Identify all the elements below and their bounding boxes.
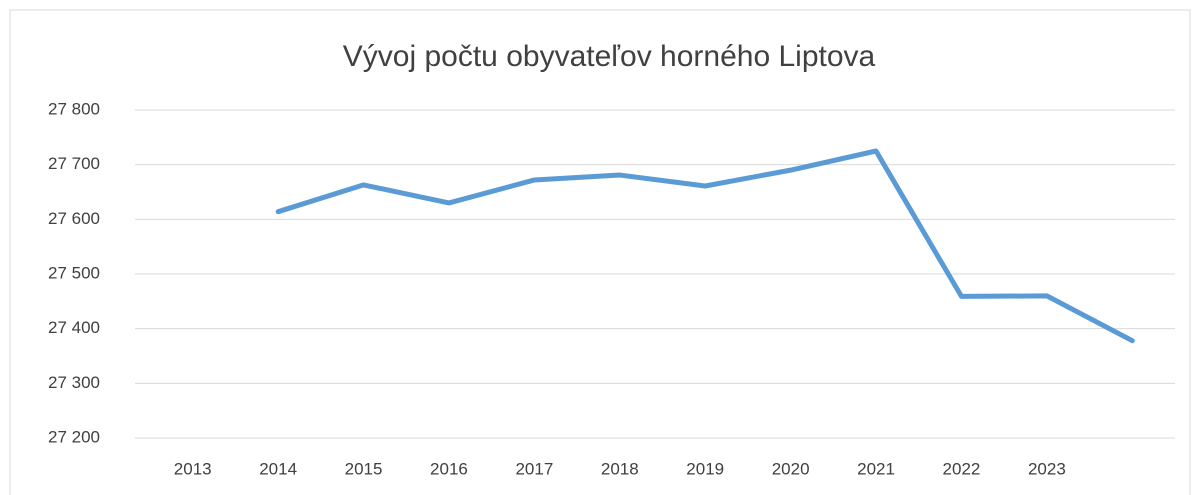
line-series [275, 148, 1135, 344]
x-tick-label: 2021 [857, 459, 895, 478]
x-tick-label: 2022 [943, 459, 981, 478]
x-tick-label: 2023 [1028, 459, 1066, 478]
chart-border [9, 9, 1191, 495]
x-tick-label: 2014 [259, 459, 297, 478]
y-tick-label: 27 800 [48, 99, 100, 118]
x-tick-label: 2013 [174, 459, 212, 478]
x-tick-label: 2015 [345, 459, 383, 478]
y-tick-label: 27 400 [48, 318, 100, 337]
x-tick-label: 2018 [601, 459, 639, 478]
x-tick-label: 2020 [772, 459, 810, 478]
chart-title: Vývoj počtu obyvateľov horného Liptova [343, 40, 876, 73]
y-tick-label: 27 200 [48, 427, 100, 446]
x-tick-label: 2019 [686, 459, 724, 478]
x-tick-label: 2016 [430, 459, 468, 478]
y-tick-label: 27 600 [48, 209, 100, 228]
y-tick-label: 27 700 [48, 154, 100, 173]
y-tick-label: 27 300 [48, 373, 100, 392]
x-tick-label: 2017 [515, 459, 553, 478]
y-tick-label: 27 500 [48, 263, 100, 282]
